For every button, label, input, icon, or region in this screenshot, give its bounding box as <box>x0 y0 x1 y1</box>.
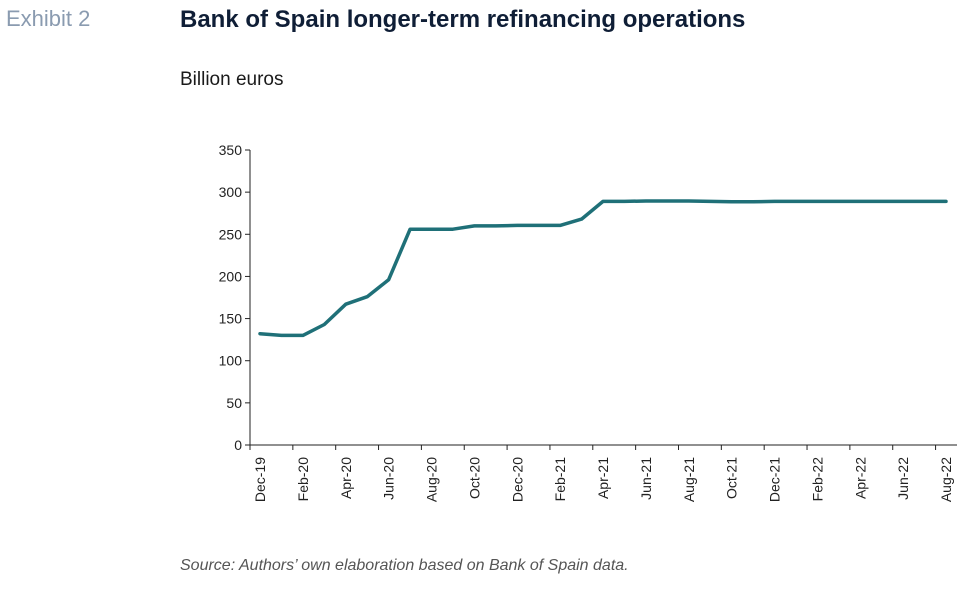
source-note: Source: Authors’ own elaboration based o… <box>180 557 629 574</box>
y-tick: 350 <box>219 142 250 158</box>
y-tick-label: 150 <box>219 311 243 327</box>
x-tick: Oct-21 <box>724 457 740 499</box>
x-tick-label: Dec-20 <box>509 457 525 502</box>
y-tick-label: 100 <box>219 353 243 369</box>
x-tick: Feb-22 <box>809 457 825 502</box>
y-tick-label: 350 <box>219 142 243 158</box>
y-tick: 100 <box>219 353 250 369</box>
x-tick-label: Apr-20 <box>338 457 354 499</box>
exhibit-label: Exhibit 2 <box>6 6 91 31</box>
x-tick: Apr-22 <box>852 457 868 499</box>
y-tick: 50 <box>226 395 250 411</box>
x-tick-label: Feb-21 <box>552 457 568 502</box>
y-tick: 300 <box>219 184 250 200</box>
x-tick-label: Apr-22 <box>852 457 868 499</box>
x-tick-label: Jun-20 <box>381 457 397 500</box>
series-group <box>258 199 948 338</box>
x-tick: Dec-19 <box>252 457 268 502</box>
x-tick: Feb-21 <box>552 457 568 502</box>
x-axis-ticks: Dec-19 Feb-20 Apr-20 Jun-20 Aug-20 Oct-20 Dec-… <box>249 445 954 502</box>
chart-axes <box>249 150 957 446</box>
x-tick: Jun-22 <box>895 457 911 500</box>
y-tick-label: 0 <box>234 437 242 453</box>
y-tick: 150 <box>219 311 250 327</box>
x-tick-label: Jun-21 <box>638 457 654 500</box>
series-line <box>258 199 948 338</box>
y-axis-ticks: 0 50 100 150 200 250 300 350 <box>219 142 250 453</box>
x-tick-label: Oct-20 <box>466 457 482 499</box>
x-tick-label: Feb-22 <box>809 457 825 502</box>
x-tick-label: Apr-21 <box>595 457 611 499</box>
x-tick: Apr-21 <box>595 457 611 499</box>
x-tick-label: Dec-21 <box>767 457 783 502</box>
x-tick: Jun-21 <box>638 457 654 500</box>
y-tick-label: 200 <box>219 268 243 284</box>
chart-title: Bank of Spain longer-term refinancing op… <box>180 6 746 33</box>
x-tick-label: Jun-22 <box>895 457 911 500</box>
y-tick: 0 <box>234 437 250 453</box>
x-tick-label: Aug-20 <box>424 457 440 502</box>
x-tick-label: Feb-20 <box>295 457 311 502</box>
x-tick: Aug-20 <box>424 457 440 502</box>
x-tick: Aug-21 <box>681 457 697 502</box>
unit-label: Billion euros <box>180 69 284 90</box>
x-tick: Jun-20 <box>381 457 397 500</box>
y-tick-label: 300 <box>219 184 243 200</box>
x-tick-label: Dec-19 <box>252 457 268 502</box>
y-tick: 250 <box>219 226 250 242</box>
y-tick: 200 <box>219 268 250 284</box>
y-tick-label: 250 <box>219 226 243 242</box>
x-tick-label: Aug-21 <box>681 457 697 502</box>
x-tick: Dec-21 <box>767 457 783 502</box>
x-tick: Feb-20 <box>295 457 311 502</box>
x-tick: Oct-20 <box>466 457 482 499</box>
x-tick-label: Aug-22 <box>938 457 954 502</box>
x-tick: Aug-22 <box>938 457 954 502</box>
y-tick-label: 50 <box>226 395 242 411</box>
x-tick: Apr-20 <box>338 457 354 499</box>
x-tick-label: Oct-21 <box>724 457 740 499</box>
x-tick: Dec-20 <box>509 457 525 502</box>
